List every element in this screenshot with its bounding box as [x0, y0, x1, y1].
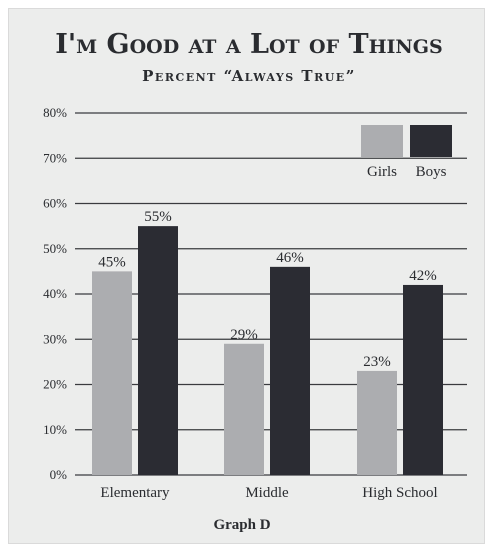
y-tick-label: 60%: [43, 196, 67, 211]
data-label: 29%: [230, 327, 258, 343]
chart-title: I'm Good at a Lot of Things: [55, 29, 443, 60]
legend-label-girls: Girls: [367, 164, 397, 180]
bar-girls-middle: [224, 343, 264, 475]
data-label: 55%: [144, 209, 172, 225]
legend-swatch-boys: [410, 125, 452, 157]
y-tick-label: 0%: [50, 467, 68, 482]
chart-caption: Graph D: [213, 517, 270, 533]
data-label: 23%: [363, 354, 391, 370]
y-tick-label: 80%: [43, 105, 67, 120]
x-axis-categories: Elementary Middle High School: [100, 485, 437, 501]
bar-boys-high-school: [403, 284, 443, 475]
x-category-label: Elementary: [100, 485, 170, 501]
bars: [92, 226, 443, 475]
y-tick-label: 70%: [43, 150, 67, 165]
legend-swatch-girls: [361, 125, 403, 157]
bar-girls-elementary: [92, 271, 132, 475]
bar-boys-elementary: [138, 226, 178, 475]
bar-girls-high-school: [357, 370, 397, 475]
legend: Girls Boys: [361, 125, 452, 180]
x-category-label: Middle: [245, 485, 289, 501]
y-tick-label: 40%: [43, 286, 67, 301]
x-category-label: High School: [362, 485, 437, 501]
y-tick-label: 20%: [43, 377, 67, 392]
data-label: 42%: [409, 268, 437, 284]
data-label: 45%: [98, 254, 126, 270]
chart-subtitle: Percent “Always True”: [142, 67, 356, 85]
y-tick-label: 30%: [43, 331, 67, 346]
y-axis-ticks: 0% 10% 20% 30% 40% 50% 60% 70% 80%: [43, 105, 67, 482]
y-tick-label: 10%: [43, 422, 67, 437]
legend-label-boys: Boys: [416, 164, 447, 180]
chart-panel: I'm Good at a Lot of Things Percent “Alw…: [8, 8, 485, 544]
bar-boys-middle: [270, 266, 310, 475]
bar-chart: I'm Good at a Lot of Things Percent “Alw…: [43, 29, 467, 533]
data-labels: 45% 55% 29% 46% 23% 42%: [98, 209, 437, 370]
data-label: 46%: [276, 250, 304, 266]
y-tick-label: 50%: [43, 241, 67, 256]
